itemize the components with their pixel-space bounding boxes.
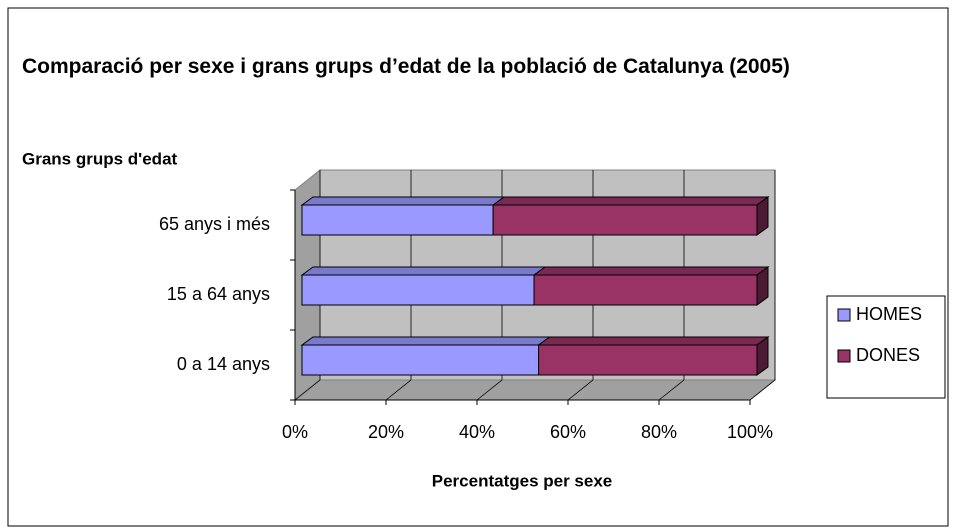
bar-top (491, 196, 770, 206)
bar (300, 336, 552, 376)
bar (532, 266, 770, 306)
bar-front (538, 344, 758, 376)
legend-swatch (837, 349, 851, 363)
x-axis-title: Percentatges per sexe (432, 471, 613, 490)
x-tick-label: 80% (641, 422, 677, 442)
legend-swatch (837, 308, 851, 322)
x-tick-label: 60% (550, 422, 586, 442)
bar-side (756, 266, 769, 306)
grid-line (476, 379, 503, 401)
bar-side (756, 196, 769, 236)
chart-title: Comparació per sexe i grans grups d’edat… (22, 55, 790, 78)
grid-line (385, 379, 412, 401)
bar-top (537, 336, 770, 346)
bar-top (300, 266, 547, 276)
bar-front (301, 344, 540, 376)
grid-line (294, 379, 321, 401)
bar (491, 196, 770, 236)
bar-front (301, 204, 494, 236)
grid-line (567, 379, 594, 401)
y-tick-label: 65 anys i més (159, 214, 270, 234)
bar (300, 196, 506, 236)
bar-top (300, 196, 506, 206)
y-axis-title: Grans grups d'edat (22, 149, 178, 168)
legend-label: DONES (856, 345, 920, 365)
bar-top (300, 336, 552, 346)
bar-top (532, 266, 770, 276)
y-tick-label: 15 a 64 anys (167, 284, 270, 304)
bar-front (533, 274, 758, 306)
grid-line (749, 379, 776, 401)
bar (537, 336, 770, 376)
x-tick-label: 0% (282, 422, 308, 442)
floor (293, 379, 777, 401)
bar-front (492, 204, 758, 236)
y-tick-label: 0 a 14 anys (177, 354, 270, 374)
legend-label: HOMES (856, 304, 922, 324)
grid-line (658, 379, 685, 401)
x-tick-label: 40% (459, 422, 495, 442)
x-tick-label: 20% (368, 422, 404, 442)
bar (300, 266, 547, 306)
bar-front (301, 274, 535, 306)
x-tick-label: 100% (727, 422, 773, 442)
bar-side (756, 336, 769, 376)
